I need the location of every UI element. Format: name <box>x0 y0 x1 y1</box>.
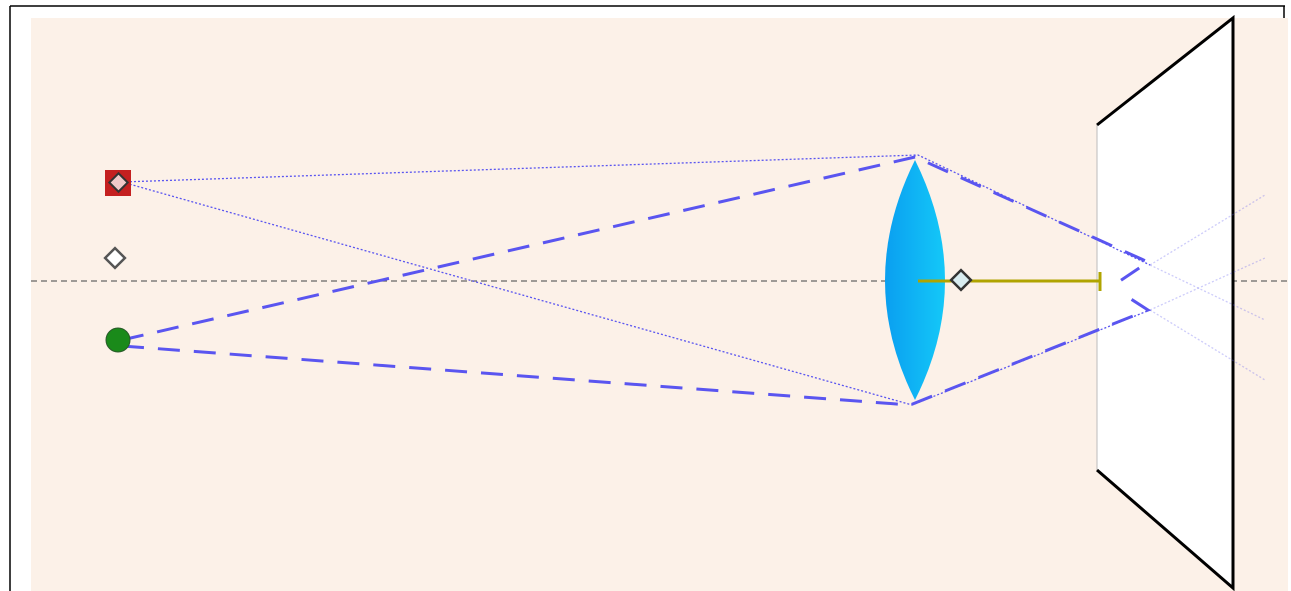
body <box>0 0 1291 591</box>
simulation-view <box>0 0 1291 591</box>
object-bottom-marker[interactable] <box>106 328 130 352</box>
page: Lens simulation {} html, body { margin: … <box>0 0 1291 591</box>
